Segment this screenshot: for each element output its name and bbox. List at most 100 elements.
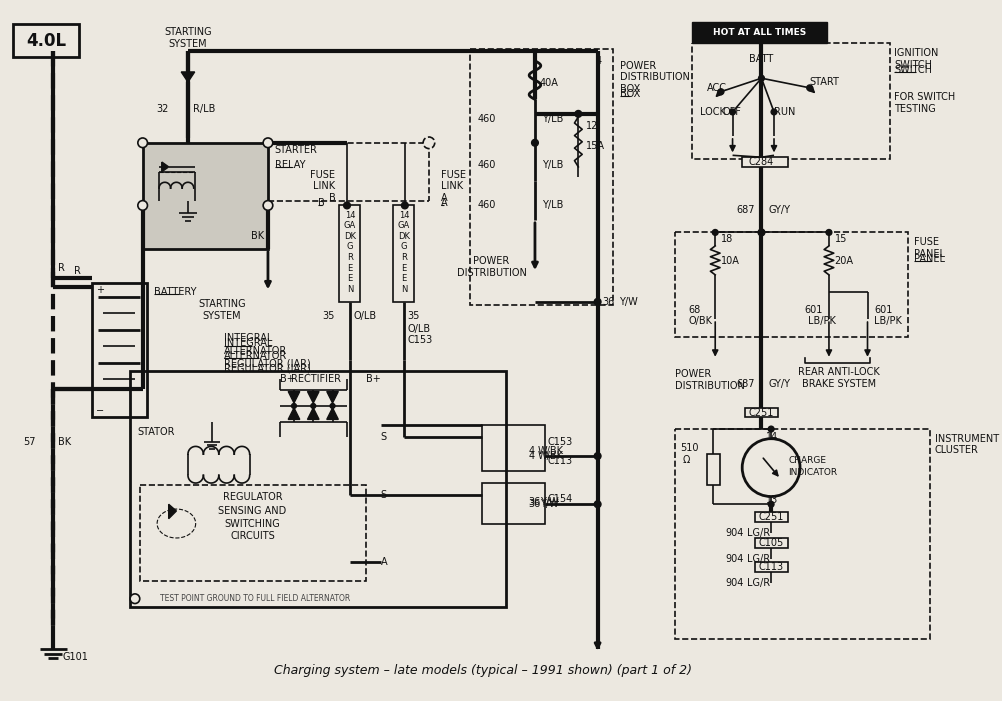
Text: Ω: Ω [681,455,689,465]
Text: 13: 13 [766,496,778,505]
Text: 4: 4 [528,447,534,456]
Circle shape [574,111,581,117]
Text: STARTING: STARTING [164,27,211,37]
Text: 15: 15 [834,234,847,244]
Text: OFF: OFF [722,107,741,117]
Bar [393,205,414,302]
Text: C251: C251 [748,408,774,418]
Text: Y/LB: Y/LB [541,114,562,123]
Bar [13,25,79,57]
Bar [142,143,268,249]
Text: RECTIFIER: RECTIFIER [291,374,341,384]
Text: 14: 14 [345,210,355,219]
Text: 460: 460 [477,200,495,210]
Text: START: START [809,77,839,87]
Text: PANEL: PANEL [913,254,944,264]
Bar [741,157,788,167]
Text: BOX: BOX [619,84,639,94]
Text: G101: G101 [62,651,88,662]
Text: 32: 32 [156,104,168,114]
Text: 460: 460 [477,160,495,170]
Circle shape [344,202,350,209]
Text: FOR SWITCH: FOR SWITCH [894,93,955,102]
Text: BATT: BATT [748,54,773,64]
Text: B: B [318,198,325,207]
Text: C153: C153 [408,335,433,346]
Text: SWITCHING: SWITCHING [224,519,281,529]
Bar [754,562,787,572]
Text: C113: C113 [547,456,572,466]
Text: FUSE: FUSE [440,170,465,179]
Text: CLUSTER: CLUSTER [934,445,978,455]
Circle shape [401,202,408,209]
Text: POWER: POWER [619,61,655,71]
Circle shape [330,404,335,409]
Text: 36: 36 [528,497,540,508]
Circle shape [826,229,831,236]
Text: N: N [400,285,407,294]
Circle shape [771,109,777,115]
Text: REAR ANTI-LOCK: REAR ANTI-LOCK [797,367,879,377]
Text: G: G [400,243,407,252]
Text: R/LB: R/LB [192,104,215,114]
Text: INTEGRAL: INTEGRAL [223,334,272,343]
Text: A: A [381,557,387,567]
Text: R: R [347,253,353,262]
Circle shape [593,501,600,508]
Text: DK: DK [398,232,410,240]
Circle shape [758,75,764,81]
Bar [339,205,360,302]
Text: R: R [401,253,407,262]
Circle shape [593,299,600,305]
Text: LG/R: LG/R [746,554,770,564]
Circle shape [531,139,538,146]
Polygon shape [308,408,319,419]
Circle shape [717,89,723,95]
Text: 460: 460 [477,114,495,123]
Bar [754,512,787,522]
Text: LB/PK: LB/PK [807,316,835,326]
Text: RELAY: RELAY [275,160,305,170]
Text: ALTERNATOR: ALTERNATOR [223,346,287,356]
Text: E: E [347,264,352,273]
Text: REGULATOR: REGULATOR [222,491,283,501]
Text: 4.0L: 4.0L [26,32,66,50]
Text: LINK: LINK [440,181,462,191]
Text: 40A: 40A [539,78,558,88]
Text: BK: BK [58,437,71,447]
Text: INSTRUMENT: INSTRUMENT [934,434,998,444]
Bar [674,233,907,336]
Circle shape [711,229,717,236]
Text: GY/Y: GY/Y [768,379,790,389]
Text: A: A [440,193,447,203]
Text: LB/PK: LB/PK [874,316,901,326]
Text: STATOR: STATOR [137,427,175,437]
Text: 4: 4 [595,56,601,66]
Text: CHARGE: CHARGE [788,456,826,465]
Text: RUN: RUN [774,107,795,117]
Bar [674,429,929,639]
Text: TEST POINT GROUND TO FULL FIELD ALTERNATOR: TEST POINT GROUND TO FULL FIELD ALTERNAT… [160,594,351,603]
Text: DK: DK [344,232,356,240]
Text: GA: GA [398,222,410,230]
Text: POWER: POWER [674,369,710,379]
Text: E: E [401,264,406,273]
Circle shape [311,404,316,409]
Text: GA: GA [344,222,356,230]
Circle shape [741,439,800,496]
Text: O/LB: O/LB [408,324,431,334]
Polygon shape [327,408,338,419]
Text: 68: 68 [687,304,699,315]
Bar [139,485,366,581]
Text: 687: 687 [735,205,755,215]
Text: ACC: ACC [705,83,725,93]
Text: O/BK: O/BK [687,316,711,326]
Text: B: B [329,193,335,203]
Text: BRAKE SYSTEM: BRAKE SYSTEM [801,379,875,389]
Circle shape [292,404,297,409]
Text: 510: 510 [679,443,698,454]
Text: BK: BK [250,231,264,241]
Text: Y/LB: Y/LB [541,200,562,210]
Text: DISTRIBUTION: DISTRIBUTION [456,268,526,278]
Bar [744,408,778,418]
